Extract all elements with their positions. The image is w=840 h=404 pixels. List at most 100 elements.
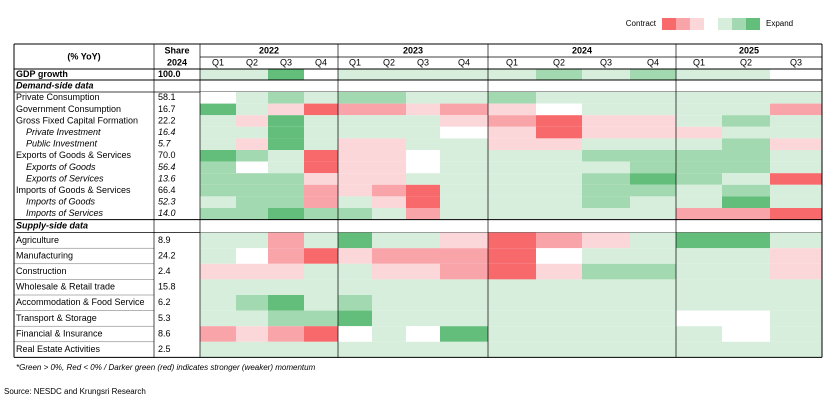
heat-cell (200, 103, 236, 116)
heat-cell (536, 161, 582, 174)
quarter-label: Q2 (553, 57, 565, 67)
legend-swatch (690, 18, 704, 30)
heat-cell (406, 138, 440, 150)
heat-cell (770, 295, 822, 311)
heat-cell (440, 150, 488, 162)
heat-cell (536, 138, 582, 150)
heat-cell (338, 232, 372, 249)
heat-cell (304, 232, 338, 249)
heat-cell (770, 173, 822, 185)
legend-swatch (732, 18, 746, 30)
heat-cell (488, 126, 536, 139)
heat-cell (200, 115, 236, 127)
heat-cell (722, 92, 770, 104)
heat-cell (268, 341, 304, 358)
heat-cell (338, 326, 372, 342)
row-share: 16.4 (158, 127, 176, 137)
heat-cell (488, 69, 536, 80)
heat-cell (440, 279, 488, 295)
heat-cell (536, 341, 582, 358)
heat-cell (536, 263, 582, 280)
heat-cell (236, 248, 268, 264)
quarter-label: Q3 (280, 57, 292, 67)
heat-cell (236, 310, 268, 327)
heat-cell (200, 341, 236, 358)
heat-cell (722, 341, 770, 358)
heat-cell (304, 161, 338, 174)
heat-cell (200, 279, 236, 295)
heat-cell (488, 92, 536, 104)
heat-cell (236, 173, 268, 185)
heat-cell (268, 196, 304, 208)
heat-cell (770, 310, 822, 327)
heat-cell (676, 263, 722, 280)
heat-cell (536, 92, 582, 104)
heat-cell (582, 161, 630, 174)
heat-cell (722, 126, 770, 139)
heat-cell (440, 126, 488, 139)
heat-cell (440, 138, 488, 150)
heat-cell (268, 161, 304, 174)
heat-cell (406, 103, 440, 116)
heat-cell (372, 138, 406, 150)
heat-cell (406, 173, 440, 185)
year-label: 2022 (259, 45, 279, 55)
legend-expand: Expand (766, 19, 793, 28)
heat-cell (582, 115, 630, 127)
quarter-label: Q4 (458, 57, 470, 67)
year-label: 2024 (572, 45, 592, 55)
heat-cell (488, 279, 536, 295)
heat-cell (236, 115, 268, 127)
quarter-label: Q3 (417, 57, 429, 67)
heat-cell (582, 173, 630, 185)
heat-cell (338, 161, 372, 174)
heat-cell (304, 126, 338, 139)
heat-cell (200, 69, 236, 80)
heat-cell (406, 326, 440, 342)
heat-cell (406, 341, 440, 358)
heat-cell (338, 92, 372, 104)
heat-cell (200, 326, 236, 342)
heat-cell (488, 103, 536, 116)
heat-cell (676, 115, 722, 127)
heat-cell (372, 184, 406, 197)
heat-cell (372, 103, 406, 116)
row-share: 2.4 (158, 266, 171, 276)
heat-cell (536, 208, 582, 220)
heat-cell (200, 161, 236, 174)
row-share: 66.4 (158, 185, 176, 195)
heat-cell (770, 138, 822, 150)
heat-cell (338, 341, 372, 358)
heat-cell (236, 295, 268, 311)
quarter-label: Q1 (506, 57, 518, 67)
heat-cell (200, 248, 236, 264)
row-label: Gross Fixed Capital Formation (16, 115, 138, 125)
legend-swatch (718, 18, 732, 30)
heat-cell (338, 150, 372, 162)
heat-cell (440, 232, 488, 249)
heat-cell (536, 69, 582, 80)
heat-cell (676, 92, 722, 104)
heat-cell (770, 196, 822, 208)
row-share: 15.8 (158, 282, 176, 292)
heat-cell (536, 150, 582, 162)
heat-cell (536, 196, 582, 208)
heat-cell (406, 196, 440, 208)
heat-cell (722, 279, 770, 295)
heat-cell (676, 173, 722, 185)
heat-cell (406, 310, 440, 327)
heat-cell (338, 263, 372, 280)
heat-cell (236, 208, 268, 220)
heat-cell (406, 126, 440, 139)
heat-cell (722, 232, 770, 249)
row-label: Manufacturing (16, 250, 73, 260)
heat-cell (676, 103, 722, 116)
heat-cell (200, 196, 236, 208)
row-share: 70.0 (158, 150, 176, 160)
heat-cell (236, 126, 268, 139)
heat-cell (268, 208, 304, 220)
heat-cell (268, 126, 304, 139)
heat-cell (372, 341, 406, 358)
heat-cell (488, 263, 536, 280)
footnote: *Green > 0%, Red < 0% / Darker green (re… (16, 363, 316, 372)
